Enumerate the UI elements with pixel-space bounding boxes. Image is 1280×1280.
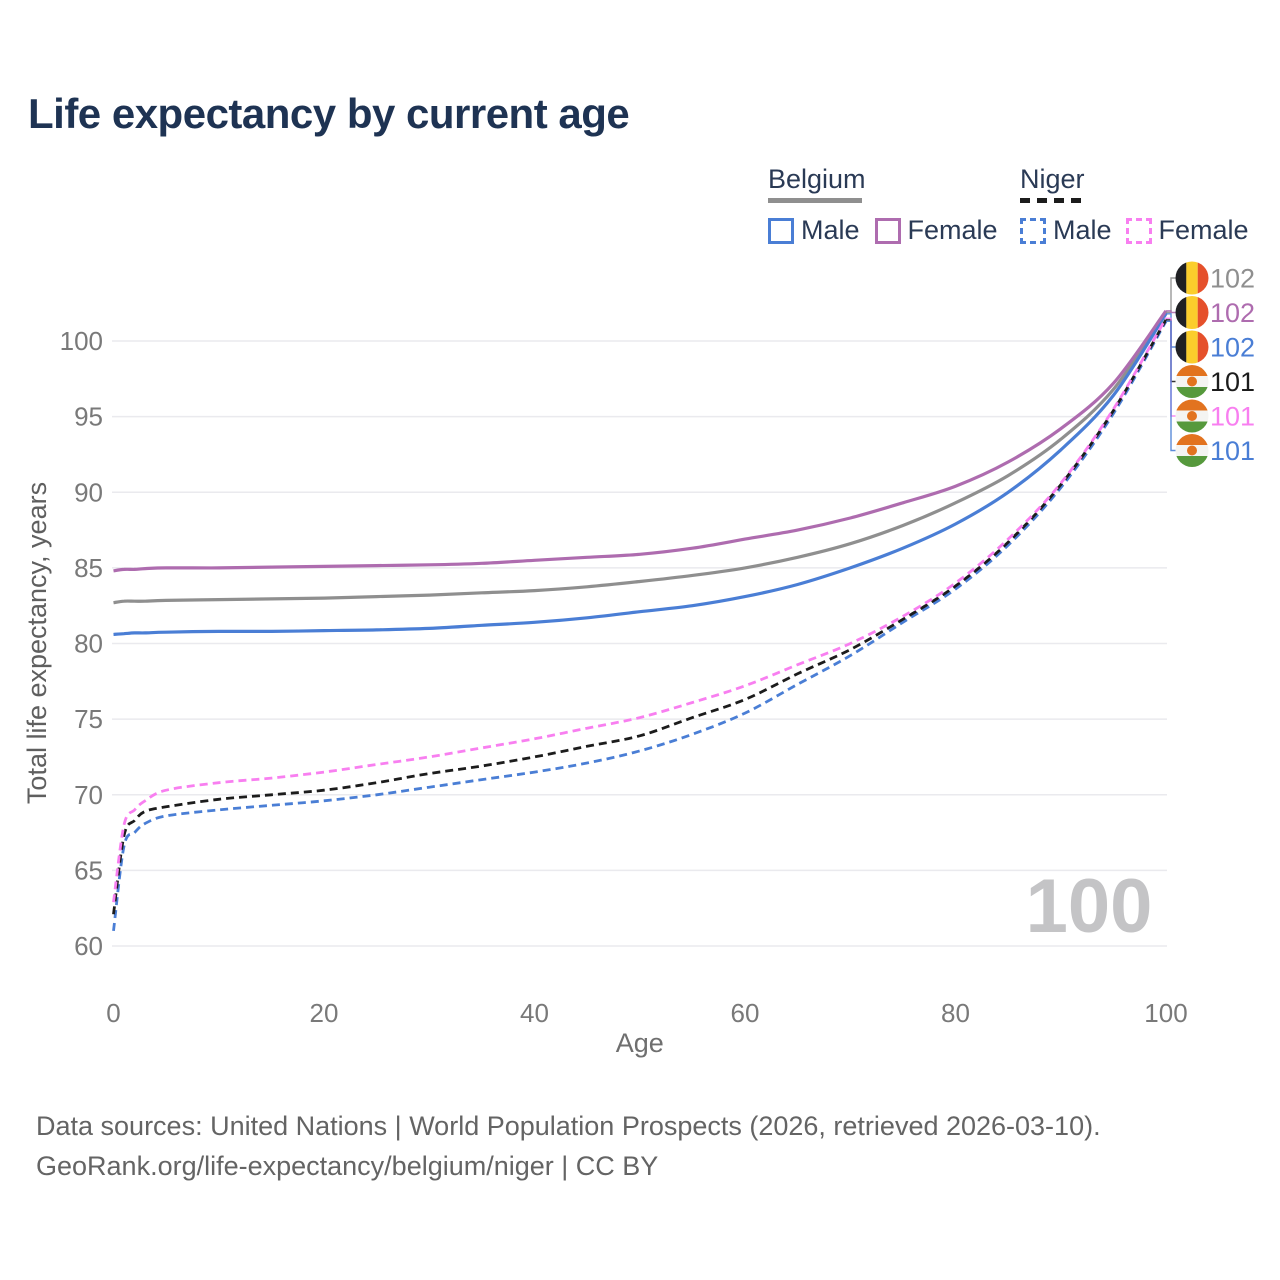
end-value-niger-female: 101 [1210,402,1255,432]
belgium-flag-icon [1175,296,1209,329]
legend-country-belgium[interactable]: Belgium [768,164,866,203]
line-niger-male[interactable] [112,320,1168,932]
niger-female-swatch-icon [1125,217,1152,244]
line-belgium-male[interactable] [113,312,1168,637]
legend-country-niger[interactable]: Niger [1020,164,1085,203]
legend-item-belgium-female[interactable]: Female [874,215,998,246]
footer: Data sources: United Nations | World Pop… [36,1106,1101,1186]
y-tick-label-100: 100 [60,326,103,356]
x-tick-label-100: 100 [1144,998,1187,1028]
line-belgium-total[interactable] [113,311,1168,605]
line-niger-total[interactable] [112,319,1168,915]
y-tick-label-95: 95 [74,402,103,432]
legend-item-label: Male [1053,215,1112,245]
x-tick-label-20: 20 [310,998,339,1028]
belgium-male-swatch-icon [768,217,794,244]
y-tick-label-70: 70 [74,780,103,810]
y-tick-label-65: 65 [74,855,103,885]
end-value-belgium-total: 102 [1210,264,1255,294]
age-counter-watermark: 100 [1025,864,1153,949]
end-value-niger-male: 101 [1210,436,1255,466]
x-axis-title: Age [616,1028,664,1058]
belgium-flag-icon [1175,261,1209,295]
belgium-flag-icon [1175,330,1209,364]
x-tick-label-0: 0 [106,998,120,1028]
belgium-line-style-sample [768,198,862,203]
belgium-female-swatch-icon [874,217,901,244]
legend-group-niger: Niger Male Female [1020,164,1249,246]
y-tick-label-80: 80 [74,629,103,659]
line-belgium-female[interactable] [113,309,1168,573]
legend-group-belgium: Belgium Male Female [768,164,998,246]
niger-flag-icon [1175,399,1209,433]
page-title: Life expectancy by current age [28,90,630,137]
legend-item-belgium-male[interactable]: Male [768,215,860,246]
end-value-belgium-male: 102 [1210,333,1255,363]
leader-line-niger-male [1166,320,1176,452]
end-value-niger-total: 101 [1210,367,1255,397]
niger-flag-icon [1175,434,1209,467]
leader-line-belgium-female [1166,310,1176,314]
niger-line-style-sample [1020,198,1084,203]
legend-country-label: Belgium [768,164,866,194]
legend-item-label: Female [907,215,998,245]
legend-item-label: Male [801,215,860,245]
x-tick-label-60: 60 [731,998,760,1028]
legend-item-niger-male[interactable]: Male [1020,215,1112,246]
legend-country-label: Niger [1020,164,1085,194]
y-tick-label-75: 75 [74,704,103,734]
attribution-text: GeoRank.org/life-expectancy/belgium/nige… [36,1151,659,1181]
legend-item-niger-female[interactable]: Female [1125,215,1249,246]
data-sources-text: Data sources: United Nations | World Pop… [36,1111,1101,1141]
x-tick-label-40: 40 [520,998,549,1028]
niger-male-swatch-icon [1020,217,1046,244]
y-tick-label-90: 90 [74,477,103,507]
legend-item-label: Female [1158,215,1249,245]
y-tick-label-85: 85 [74,553,103,583]
leader-line-belgium-total [1166,277,1176,313]
y-axis-title: Total life expectancy, years [22,482,52,804]
x-tick-label-80: 80 [941,998,970,1028]
y-tick-label-60: 60 [74,931,103,961]
niger-flag-icon [1175,365,1209,398]
end-value-belgium-female: 102 [1210,298,1255,328]
line-niger-female[interactable] [112,317,1168,903]
